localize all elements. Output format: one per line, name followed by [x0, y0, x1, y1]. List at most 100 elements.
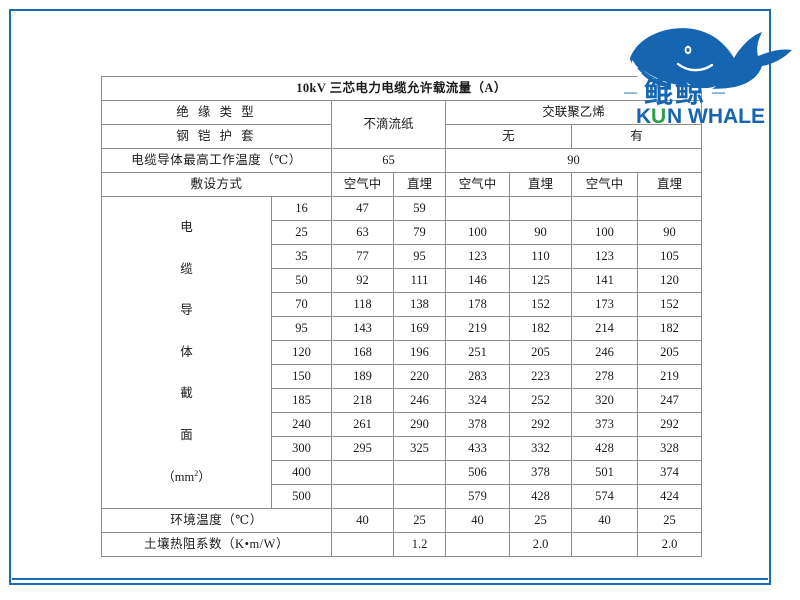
- insulation-group-xlpe: 交联聚乙烯: [444, 100, 703, 125]
- ampacity-300-col3: 332: [509, 436, 572, 461]
- ampacity-35-col1: 95: [393, 244, 446, 269]
- conductor-size-16: 16: [271, 196, 332, 221]
- ampacity-95-col4: 214: [571, 316, 638, 341]
- ampacity-70-col1: 138: [393, 292, 446, 317]
- conductor-label-char-4: 截: [180, 386, 193, 401]
- ampacity-120-col3: 205: [509, 340, 572, 365]
- ampacity-25-col5: 90: [636, 220, 703, 245]
- conductor-size-50: 50: [271, 268, 332, 293]
- table-row: 185 218 246 324 252 320 247: [102, 388, 703, 413]
- bottom-blue-rule: [12, 578, 768, 580]
- ampacity-70-col2: 178: [445, 292, 510, 317]
- ambient-temp-row: 环境温度（℃） 40 25 40 25 40 25: [101, 508, 703, 533]
- row-label-conductor-cross-section: 电缆导体截面 （mm2）: [101, 196, 272, 509]
- conductor-label-char-3: 体: [180, 344, 193, 359]
- svg-text:鲲鲸: 鲲鲸: [644, 75, 706, 109]
- svg-text:—: —: [711, 84, 726, 99]
- ampacity-150-col4: 278: [571, 364, 638, 389]
- ampacity-95-col3: 182: [509, 316, 572, 341]
- ampacity-185-col3: 252: [509, 388, 572, 413]
- soil-thermal-resistivity-row: 土壤热阻系数（K•m/W） 1.2 2.0 2.0: [101, 532, 703, 557]
- ampacity-70-col5: 152: [636, 292, 703, 317]
- steel-armor-row: 钢 铠 护 套 无 有: [101, 124, 703, 149]
- ampacity-500-col3: 428: [509, 484, 572, 509]
- ambient-temp-4: 40: [571, 508, 638, 533]
- ampacity-95-col0: 143: [331, 316, 394, 341]
- max-temp-non-drip-paper: 65: [331, 148, 446, 173]
- ampacity-400-col1: [393, 460, 446, 485]
- row-label-laying-method: 敷设方式: [101, 172, 332, 197]
- ampacity-70-col3: 152: [509, 292, 572, 317]
- table-row: 500 579 428 574 424: [102, 484, 703, 509]
- page-border-frame: [9, 9, 771, 585]
- ampacity-400-col2: 506: [445, 460, 510, 485]
- table-row: 300 295 325 433 332 428 328: [102, 436, 703, 461]
- ampacity-240-col0: 261: [331, 412, 394, 437]
- svg-text:N WHALE: N WHALE: [667, 105, 765, 124]
- soil-resistivity-2: [445, 532, 510, 557]
- ampacity-185-col2: 324: [445, 388, 510, 413]
- ampacity-35-col3: 110: [509, 244, 572, 269]
- laying-method-5: 直埋: [636, 172, 703, 197]
- ampacity-25-col4: 100: [571, 220, 638, 245]
- insulation-group-non-drip-paper: 不滴流纸: [331, 100, 446, 149]
- ampacity-50-col4: 141: [571, 268, 638, 293]
- ampacity-400-col3: 378: [509, 460, 572, 485]
- conductor-size-240: 240: [271, 412, 332, 437]
- ampacity-16-col1: 59: [393, 196, 446, 221]
- ampacity-240-col5: 292: [636, 412, 703, 437]
- ampacity-16-col0: 47: [331, 196, 394, 221]
- laying-method-4: 空气中: [571, 172, 638, 197]
- svg-text:K: K: [636, 105, 651, 124]
- row-label-insulation-type: 绝 缘 类 型: [101, 100, 332, 125]
- ampacity-25-col1: 79: [393, 220, 446, 245]
- conductor-label-char-2: 导: [180, 303, 193, 318]
- ampacity-150-col2: 283: [445, 364, 510, 389]
- ampacity-16-col3: [509, 196, 572, 221]
- conductor-label-char-1: 缆: [180, 261, 193, 276]
- soil-resistivity-0: [331, 532, 394, 557]
- table-row: 95 143 169 219 182 214 182: [102, 316, 703, 341]
- table-row: 70 118 138 178 152 173 152: [102, 292, 703, 317]
- table-row: 25 63 79 100 90 100 90: [102, 220, 703, 245]
- ampacity-240-col3: 292: [509, 412, 572, 437]
- ampacity-95-col1: 169: [393, 316, 446, 341]
- ambient-temp-5: 25: [636, 508, 703, 533]
- ambient-temp-3: 25: [509, 508, 572, 533]
- ampacity-95-col5: 182: [636, 316, 703, 341]
- conductor-label-char-5: 面: [180, 427, 193, 442]
- laying-method-2: 空气中: [445, 172, 510, 197]
- ampacity-120-col1: 196: [393, 340, 446, 365]
- ampacity-150-col1: 220: [393, 364, 446, 389]
- ampacity-500-col5: 424: [636, 484, 703, 509]
- table-row: 35 77 95 123 110 123 105: [102, 244, 703, 269]
- ampacity-35-col0: 77: [331, 244, 394, 269]
- conductor-size-35: 35: [271, 244, 332, 269]
- ampacity-150-col5: 219: [636, 364, 703, 389]
- soil-resistivity-3: 2.0: [509, 532, 572, 557]
- table-title-row: 10kV 三芯电力电缆允许载流量（A）: [100, 76, 703, 101]
- ampacity-25-col2: 100: [445, 220, 510, 245]
- soil-resistivity-1: 1.2: [393, 532, 446, 557]
- ampacity-240-col2: 378: [445, 412, 510, 437]
- ampacity-500-col2: 579: [445, 484, 510, 509]
- ampacity-25-col0: 63: [331, 220, 394, 245]
- insulation-type-row: 绝 缘 类 型 不滴流纸 交联聚乙烯: [101, 100, 703, 149]
- conductor-size-300: 300: [271, 436, 332, 461]
- ampacity-120-col5: 205: [636, 340, 703, 365]
- row-label-max-conductor-temp: 电缆导体最高工作温度（℃）: [101, 148, 332, 173]
- laying-method-0: 空气中: [331, 172, 394, 197]
- row-label-ambient-temp: 环境温度（℃）: [101, 508, 332, 533]
- table-row: 150 189 220 283 223 278 219: [102, 364, 703, 389]
- ampacity-35-col2: 123: [445, 244, 510, 269]
- ampacity-500-col0: [331, 484, 394, 509]
- max-temp-xlpe: 90: [444, 148, 703, 173]
- ampacity-185-col5: 247: [636, 388, 703, 413]
- ampacity-16-col4: [571, 196, 638, 221]
- ampacity-120-col0: 168: [331, 340, 394, 365]
- table-row: 电缆导体截面 （mm2） 16 47 59: [101, 196, 703, 509]
- ampacity-150-col0: 189: [331, 364, 394, 389]
- ampacity-50-col3: 125: [509, 268, 572, 293]
- conductor-size-400: 400: [271, 460, 332, 485]
- svg-text:U: U: [651, 105, 666, 124]
